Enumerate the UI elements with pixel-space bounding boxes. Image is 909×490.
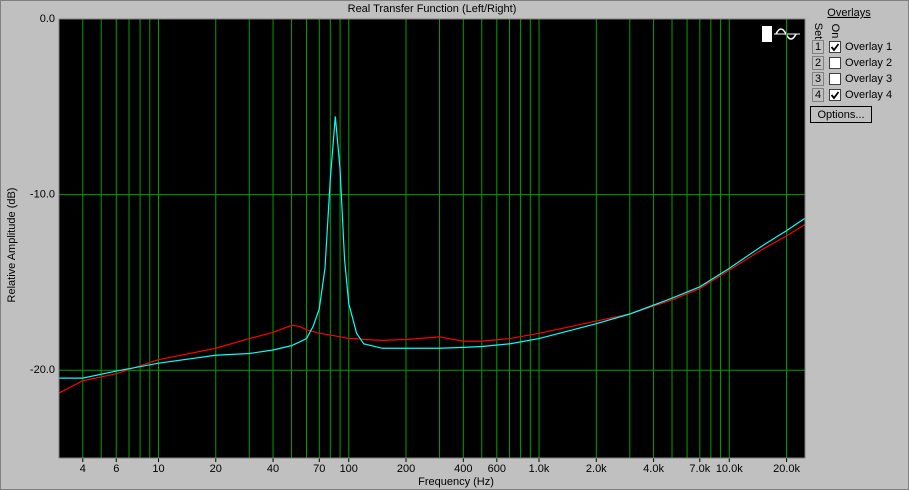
set-box [812,88,824,102]
plot-area [59,19,805,458]
x-tick-label: 1.0k [529,463,550,475]
x-tick-label: 40 [267,463,279,475]
set-header: Set [812,23,824,40]
checkbox[interactable] [829,73,841,85]
on-header: On [829,24,841,39]
series-line [59,116,806,379]
plot-border [58,18,806,459]
x-tick-label: 7.0k [689,463,710,475]
check-mark[interactable] [830,43,840,52]
y-tick-label: 0.0 [40,13,55,25]
x-tick-label: 10.0k [716,463,743,475]
set-box [812,40,824,54]
y-tick-label: -10.0 [30,189,55,201]
set-number: 3 [815,73,821,85]
x-axis-label: Frequency (Hz) [418,476,494,488]
x-tick-label: 6 [113,463,119,475]
set-number: 4 [815,89,821,101]
x-tick-label: 4.0k [643,463,664,475]
y-axis-label: Relative Amplitude (dB) [6,188,18,303]
x-tick-label: 4 [80,463,86,475]
overlay-name: Overlay 2 [845,57,892,69]
set-box [812,56,824,70]
options-button[interactable]: Options... [810,106,872,123]
set-box [812,72,824,86]
set-number: 1 [815,41,821,53]
x-tick-label: 20 [210,463,222,475]
x-tick-label: 400 [454,463,472,475]
set-number: 2 [815,57,821,69]
checkbox[interactable] [829,41,841,53]
overlay-name: Overlay 4 [845,89,892,101]
checkbox[interactable] [829,57,841,69]
check-mark[interactable] [830,91,840,100]
y-tick-label: -20.0 [30,364,55,376]
x-tick-label: 10 [152,463,164,475]
x-tick-label: 100 [340,463,358,475]
checkbox[interactable] [829,89,841,101]
x-tick-label: 20.0k [773,463,800,475]
x-tick-label: 2.0k [586,463,607,475]
x-tick-label: 70 [313,463,325,475]
overlay-name: Overlay 3 [845,73,892,85]
panel-title: Overlays [827,7,871,19]
chart-title: Real Transfer Function (Left/Right) [348,3,517,15]
options-label[interactable]: Options... [817,109,864,121]
x-tick-label: 600 [488,463,506,475]
overlay-name: Overlay 1 [845,41,892,53]
x-tick-label: 200 [397,463,415,475]
